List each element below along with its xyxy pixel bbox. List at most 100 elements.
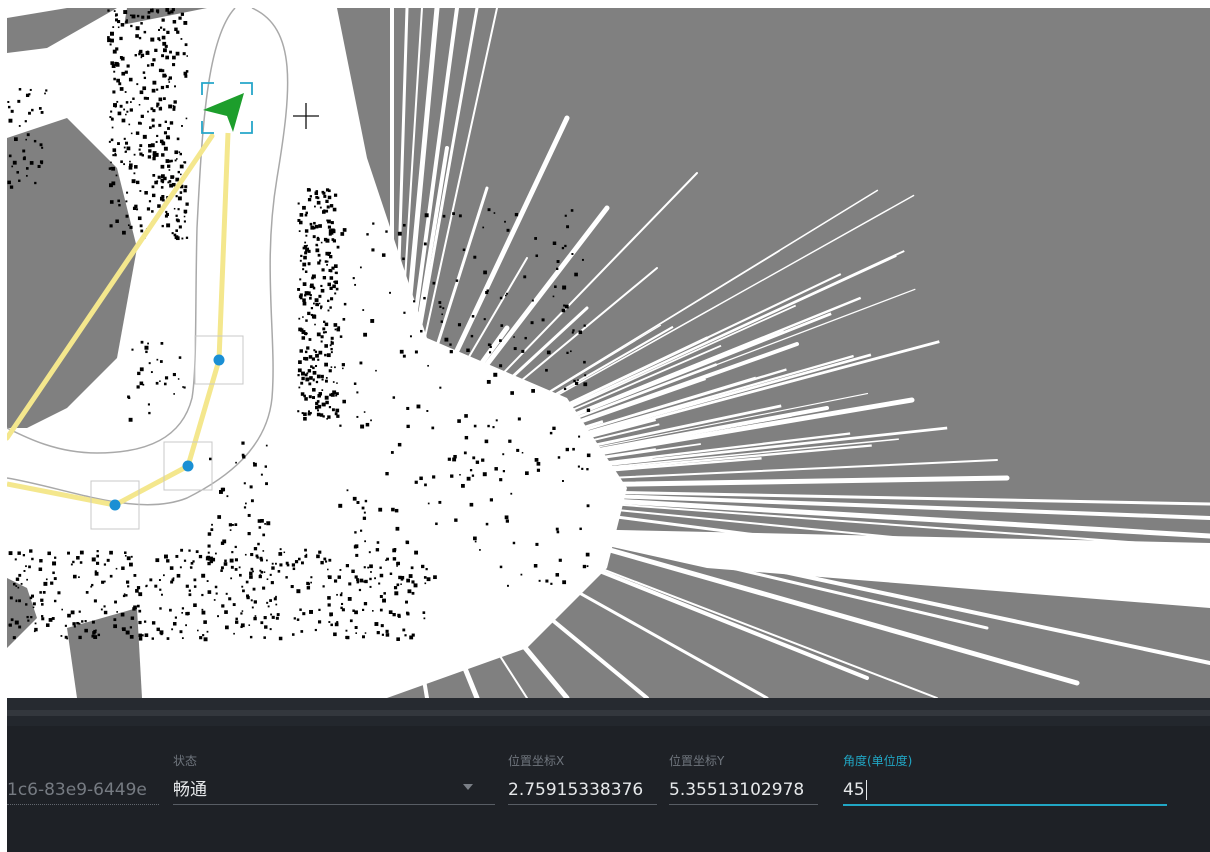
- obstacle-point: [475, 460, 480, 464]
- x-field[interactable]: 位置坐标X 2.75915338376: [508, 752, 657, 808]
- status-select[interactable]: 畅通: [173, 776, 495, 805]
- obstacle-point: [121, 71, 126, 76]
- obstacle-point: [292, 567, 296, 571]
- obstacle-point: [484, 439, 489, 444]
- obstacle-point: [138, 36, 142, 40]
- obstacle-point: [143, 620, 147, 623]
- obstacle-point: [329, 306, 332, 309]
- obstacle-point: [345, 629, 348, 632]
- selection-frame: [201, 82, 253, 134]
- obstacle-point: [160, 164, 165, 169]
- y-input[interactable]: 5.35513102978: [669, 776, 818, 805]
- obstacle-point: [523, 275, 527, 279]
- obstacle-point: [379, 566, 382, 569]
- map-svg[interactable]: [7, 8, 1210, 698]
- obstacle-point: [138, 592, 143, 597]
- obstacle-point: [221, 487, 226, 491]
- obstacle-point: [285, 576, 288, 579]
- obstacle-point: [152, 153, 156, 157]
- obstacle-point: [234, 568, 238, 571]
- obstacle-point: [279, 548, 282, 551]
- obstacle-point: [278, 636, 283, 641]
- obstacle-point: [78, 610, 81, 613]
- obstacle-point: [263, 616, 267, 620]
- obstacle-point: [130, 132, 133, 135]
- obstacle-point: [453, 454, 457, 459]
- id-value[interactable]: 1c6-83e9-6449e: [7, 776, 159, 805]
- obstacle-point: [485, 522, 489, 526]
- obstacle-point: [142, 383, 145, 386]
- id-field[interactable]: 1c6-83e9-6449e: [7, 752, 159, 808]
- obstacle-point: [450, 474, 454, 478]
- status-field[interactable]: 状态 畅通: [173, 752, 495, 808]
- obstacle-point: [141, 154, 144, 157]
- obstacle-point: [315, 401, 319, 406]
- obstacle-point: [311, 357, 316, 361]
- obstacle-point: [259, 574, 262, 577]
- obstacle-point: [185, 117, 188, 120]
- obstacle-point: [146, 97, 150, 100]
- obstacle-point: [244, 553, 247, 556]
- obstacle-point: [22, 157, 26, 161]
- chevron-down-icon[interactable]: [463, 784, 473, 790]
- obstacle-point: [294, 560, 299, 564]
- obstacle-point: [146, 15, 151, 19]
- x-input[interactable]: 2.75915338376: [508, 776, 657, 805]
- obstacle-point: [232, 603, 236, 607]
- obstacle-point: [207, 590, 212, 594]
- obstacle-point: [126, 64, 130, 68]
- obstacle-point: [329, 612, 333, 617]
- obstacle-point: [325, 238, 330, 243]
- obstacle-point: [322, 331, 326, 334]
- obstacle-point: [260, 621, 264, 625]
- obstacle-point: [330, 228, 335, 233]
- obstacle-point: [44, 92, 46, 95]
- obstacle-point: [309, 609, 313, 614]
- obstacle-point: [163, 176, 167, 181]
- obstacle-point: [549, 431, 553, 435]
- obstacle-point: [181, 637, 184, 640]
- obstacle-point: [311, 274, 316, 279]
- obstacle-point: [531, 389, 535, 393]
- obstacle-point: [352, 609, 355, 612]
- obstacle-point: [230, 565, 234, 569]
- map-canvas[interactable]: [7, 8, 1210, 698]
- obstacle-point: [313, 349, 316, 352]
- obstacle-point: [154, 152, 159, 157]
- obstacle-point: [407, 589, 412, 594]
- obstacle-point: [231, 551, 234, 554]
- obstacle-point: [15, 585, 18, 587]
- obstacle-point: [307, 369, 312, 373]
- obstacle-point: [300, 630, 304, 633]
- robot-marker[interactable]: [201, 82, 253, 134]
- obstacle-point: [329, 204, 334, 208]
- angle-input[interactable]: 45: [843, 776, 1167, 806]
- y-field[interactable]: 位置坐标Y 5.35513102978: [669, 752, 818, 808]
- obstacle-point: [117, 111, 122, 116]
- obstacle-point: [114, 105, 117, 108]
- obstacle-point: [316, 237, 320, 241]
- obstacle-point: [332, 390, 337, 395]
- obstacle-point: [552, 426, 556, 430]
- obstacle-point: [150, 107, 154, 111]
- obstacle-point: [28, 565, 31, 569]
- obstacle-point: [449, 350, 453, 354]
- obstacle-point: [564, 244, 567, 248]
- obstacle-point: [486, 289, 489, 292]
- obstacle-point: [405, 600, 408, 604]
- obstacle-point: [309, 294, 312, 297]
- obstacle-point: [172, 182, 176, 187]
- obstacle-point: [53, 599, 57, 603]
- obstacle-point: [579, 527, 582, 531]
- obstacle-point: [17, 99, 21, 103]
- obstacle-point: [494, 467, 498, 471]
- obstacle-point: [500, 324, 504, 327]
- obstacle-point: [327, 568, 329, 571]
- obstacle-point: [166, 223, 171, 228]
- obstacle-point: [220, 569, 223, 572]
- obstacle-point: [252, 570, 254, 573]
- angle-field[interactable]: 角度(单位度) 45: [843, 752, 1167, 808]
- obstacle-point: [570, 350, 572, 353]
- waypoint-frame: [194, 335, 244, 385]
- obstacle-point: [265, 559, 268, 562]
